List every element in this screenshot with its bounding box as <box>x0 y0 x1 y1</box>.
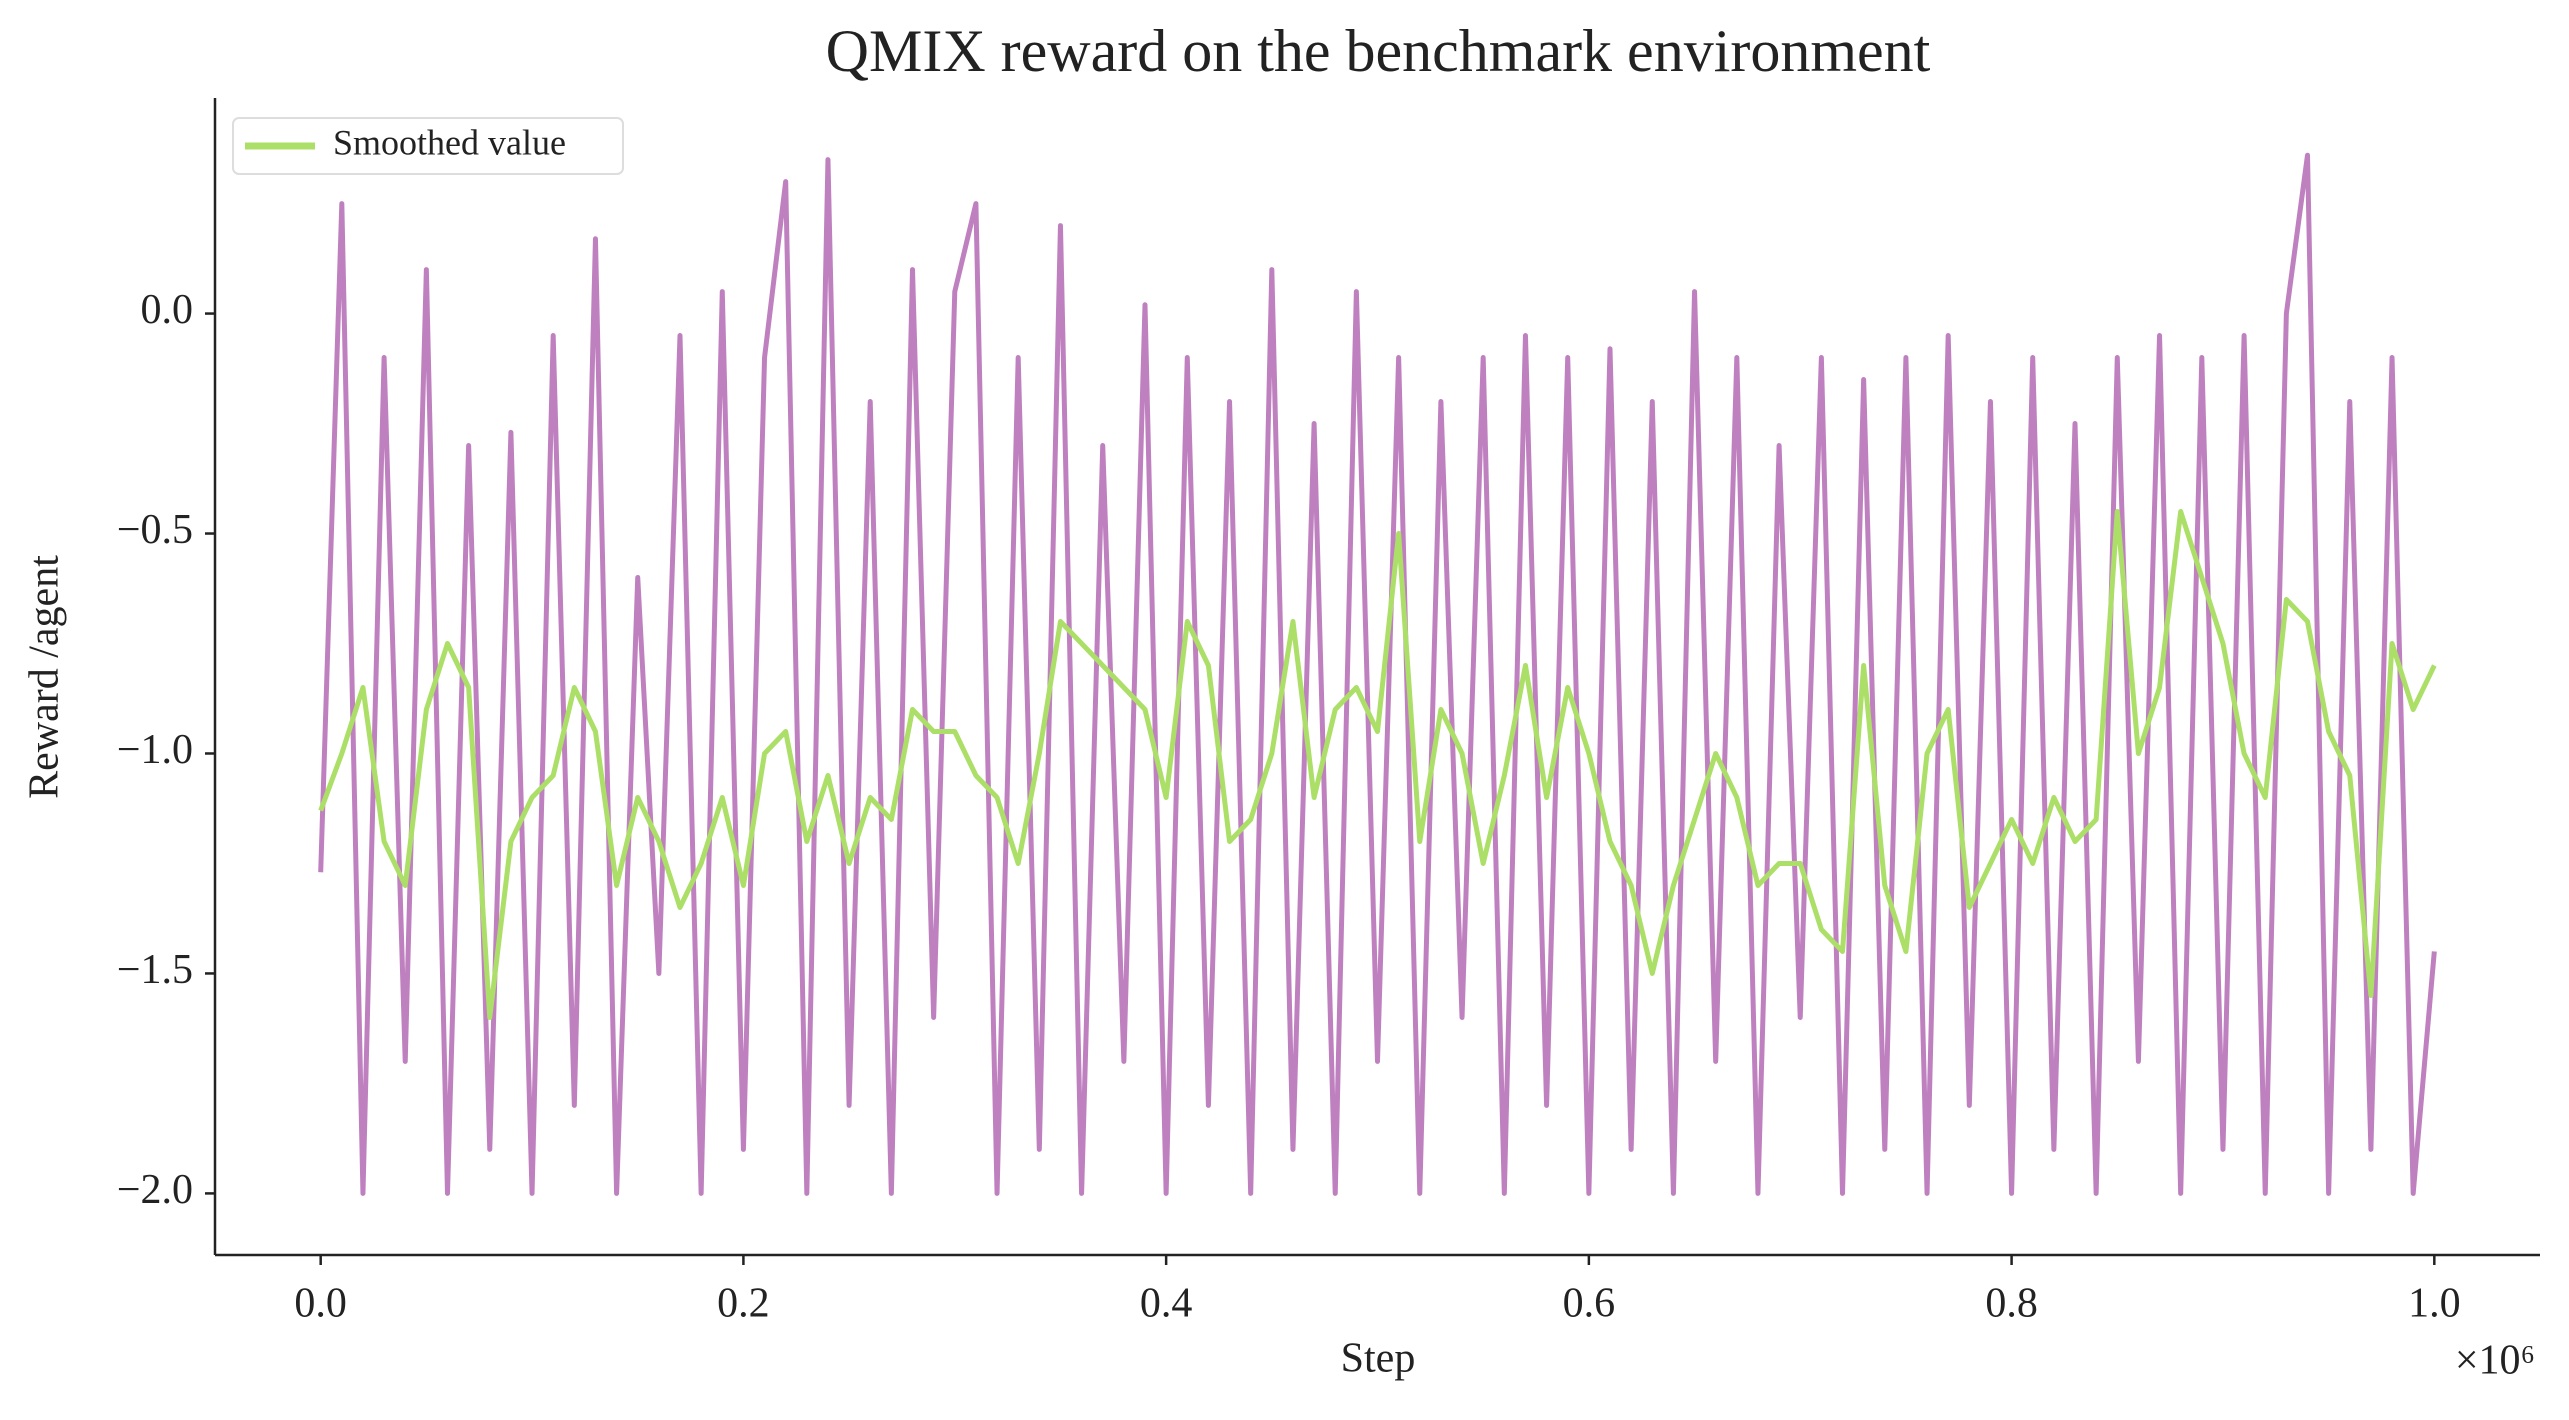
x-tick-label: 0.8 <box>1985 1281 2038 1327</box>
x-axis-label: Step <box>1341 1336 1416 1382</box>
x-tick-label: 0.2 <box>717 1281 770 1327</box>
x-tick-label: 0.4 <box>1140 1281 1193 1327</box>
y-tick-label: 0.0 <box>141 287 194 333</box>
y-axis-label: Reward /agent <box>22 555 68 799</box>
y-tick-label: −1.5 <box>117 947 193 993</box>
y-tick-label: −1.0 <box>117 727 193 773</box>
series-line <box>318 152 2437 1196</box>
legend-label: Smoothed value <box>333 122 566 162</box>
y-tick-label: −2.0 <box>117 1167 193 1213</box>
x-tick-label: 0.6 <box>1563 1281 1616 1327</box>
x-offset-label: ×10⁶ <box>2455 1338 2535 1384</box>
y-tick-label: −0.5 <box>117 507 193 553</box>
series-line <box>318 509 2437 1020</box>
legend-box <box>232 117 624 175</box>
x-tick-label: 0.0 <box>294 1281 347 1327</box>
x-tick-label: 1.0 <box>2408 1281 2461 1327</box>
chart-title: QMIX reward on the benchmark environment <box>826 18 1931 84</box>
